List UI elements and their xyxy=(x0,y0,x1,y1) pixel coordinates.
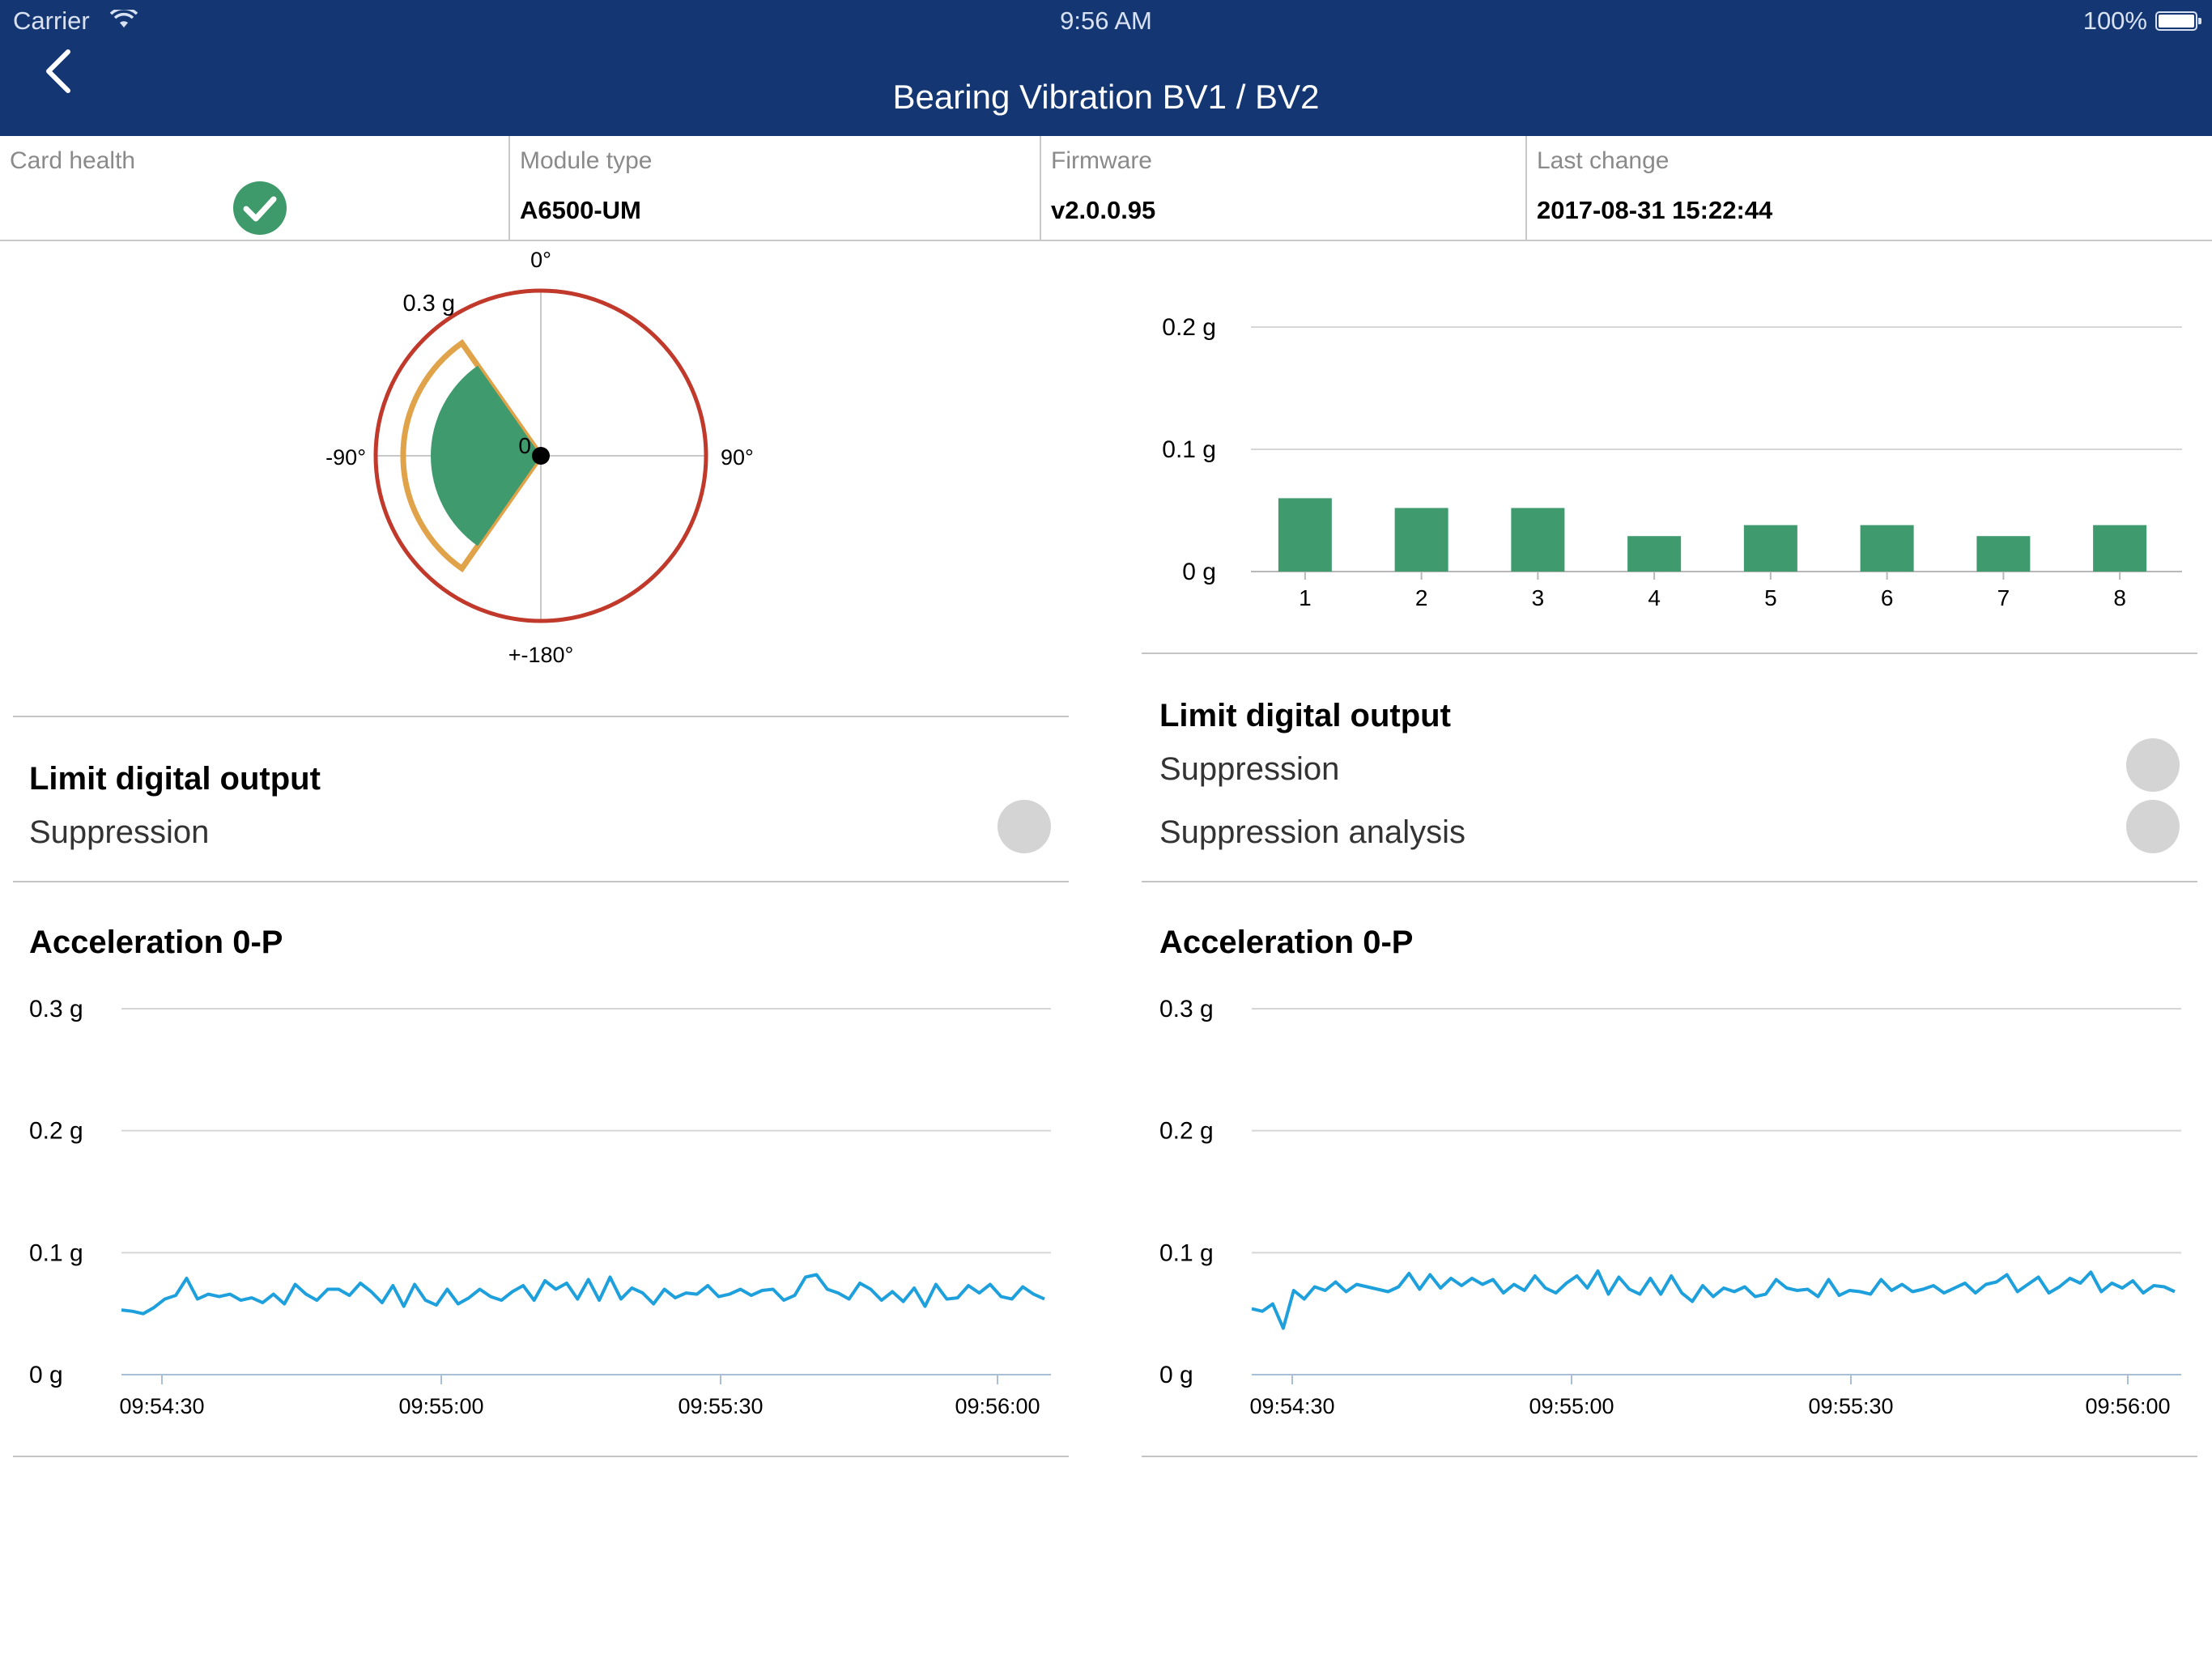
trend-series-line xyxy=(1251,1269,2176,1330)
right-suppression-indicator[interactable] xyxy=(2126,738,2180,792)
trend-y-tick-label: 0.1 g xyxy=(29,1239,83,1266)
polar-center-label: 0 xyxy=(518,433,531,458)
bar xyxy=(1278,498,1332,572)
last-change-cell: Last change 2017-08-31 15:22:44 xyxy=(1527,136,2212,240)
firmware-value: v2.0.0.95 xyxy=(1051,196,1156,224)
trend-x-tick-label: 09:54:30 xyxy=(119,1394,204,1418)
divider xyxy=(1142,881,2197,882)
polar-radius-label: 0.3 g xyxy=(403,291,456,317)
bar xyxy=(1394,508,1448,572)
trend-y-tick-label: 0.2 g xyxy=(1159,1118,1214,1145)
bar-x-tick-label: 4 xyxy=(1648,585,1661,610)
page-title: Bearing Vibration BV1 / BV2 xyxy=(892,78,1320,116)
bar-x-tick-label: 5 xyxy=(1764,585,1777,610)
bar xyxy=(1860,525,1914,572)
polar-label-180: +-180° xyxy=(508,643,574,667)
health-ok-check-icon xyxy=(233,181,287,235)
status-carrier: Carrier xyxy=(13,6,90,35)
right-limit-title: Limit digital output xyxy=(1159,698,1451,733)
trend-x-tick-label: 09:55:00 xyxy=(1529,1394,1614,1418)
right-suppression-analysis-indicator[interactable] xyxy=(2126,800,2180,853)
bar-x-tick-label: 8 xyxy=(2113,585,2126,610)
divider xyxy=(1142,653,2197,654)
module-type-cell: Module type A6500-UM xyxy=(510,136,1041,240)
right-acceleration-title: Acceleration 0-P xyxy=(1159,925,1414,960)
trend-x-tick-label: 09:55:30 xyxy=(678,1394,763,1418)
right-acceleration-chart: 0 g 0.1 g 0.2 g 0.3 g 09:54:30 09:55:00 09:55:… xyxy=(1159,996,2181,1418)
polar-label-0: 0° xyxy=(530,248,551,272)
last-change-label: Last change xyxy=(1537,147,1670,174)
order-bar-chart: 0 g 0.1 g 0.2 g 1 2 3 4 5 6 7 8 xyxy=(1162,314,2182,610)
module-type-value: A6500-UM xyxy=(520,196,641,224)
card-health-cell: Card health xyxy=(0,136,510,240)
bar xyxy=(1627,536,1682,572)
divider xyxy=(1142,1456,2197,1457)
right-suppression-analysis-label: Suppression analysis xyxy=(1159,814,1465,850)
left-suppression-indicator[interactable] xyxy=(998,800,1051,853)
module-type-label: Module type xyxy=(520,147,653,174)
trend-series-line xyxy=(121,1273,1045,1316)
firmware-label: Firmware xyxy=(1051,147,1152,174)
polar-label-90: 90° xyxy=(721,445,754,470)
divider xyxy=(13,716,1069,717)
bar-x-tick-label: 3 xyxy=(1532,585,1545,610)
left-limit-title: Limit digital output xyxy=(29,761,321,797)
polar-alarm-circle xyxy=(373,288,708,623)
polar-warning-sector xyxy=(400,338,545,573)
wifi-icon xyxy=(110,10,138,28)
bar-x-tick-label: 1 xyxy=(1299,585,1312,610)
bar xyxy=(1511,508,1565,572)
trend-x-tick-label: 09:56:00 xyxy=(955,1394,1040,1418)
firmware-cell: Firmware v2.0.0.95 xyxy=(1041,136,1527,240)
trend-x-tick-label: 09:54:30 xyxy=(1249,1394,1334,1418)
bar-y-tick-label: 0.2 g xyxy=(1162,314,1216,341)
trend-y-tick-label: 0 g xyxy=(29,1362,63,1388)
divider xyxy=(13,881,1069,882)
trend-x-tick-label: 09:55:30 xyxy=(1808,1394,1893,1418)
status-battery-percent: 100% xyxy=(2082,6,2147,35)
bar-y-tick-label: 0 g xyxy=(1182,559,1216,585)
top-navigation-bar: Carrier 9:56 AM 100% Bearing Vibration B… xyxy=(0,0,2212,136)
card-health-label: Card health xyxy=(10,147,136,174)
left-acceleration-chart: 0 g 0.1 g 0.2 g 0.3 g 09:54:30 09:55:00 09:55:… xyxy=(29,996,1051,1418)
trend-y-tick-label: 0.3 g xyxy=(29,996,83,1022)
back-button[interactable] xyxy=(39,45,81,97)
trend-y-tick-label: 0 g xyxy=(1159,1362,1193,1388)
vector-polar-chart: 0 0° 90° +-180° -90° 0.3 g xyxy=(325,248,754,667)
bar-y-tick-label: 0.1 g xyxy=(1162,436,1216,463)
battery-icon xyxy=(2155,11,2201,31)
status-time: 9:56 AM xyxy=(1060,6,1152,35)
module-info-bar: Card health Module type A6500-UM Firmwar… xyxy=(0,136,2212,241)
bar-x-tick-label: 2 xyxy=(1415,585,1428,610)
bar-x-tick-label: 6 xyxy=(1881,585,1894,610)
right-suppression-label: Suppression xyxy=(1159,751,1340,787)
bar xyxy=(2093,525,2147,572)
polar-center-dot xyxy=(532,447,550,465)
bar-x-tick-label: 7 xyxy=(1997,585,2010,610)
trend-y-tick-label: 0.3 g xyxy=(1159,996,1214,1022)
chevron-left-icon xyxy=(46,49,70,93)
left-suppression-label: Suppression xyxy=(29,814,210,850)
last-change-value: 2017-08-31 15:22:44 xyxy=(1537,196,1773,224)
bar xyxy=(1976,536,2031,572)
trend-y-tick-label: 0.2 g xyxy=(29,1118,83,1145)
polar-value-sector xyxy=(431,365,541,546)
left-acceleration-title: Acceleration 0-P xyxy=(29,925,283,960)
polar-label-minus-90: -90° xyxy=(325,445,366,470)
trend-x-tick-label: 09:55:00 xyxy=(398,1394,483,1418)
divider xyxy=(13,1456,1069,1457)
trend-y-tick-label: 0.1 g xyxy=(1159,1239,1214,1266)
trend-x-tick-label: 09:56:00 xyxy=(2085,1394,2170,1418)
bar xyxy=(1743,525,1797,572)
